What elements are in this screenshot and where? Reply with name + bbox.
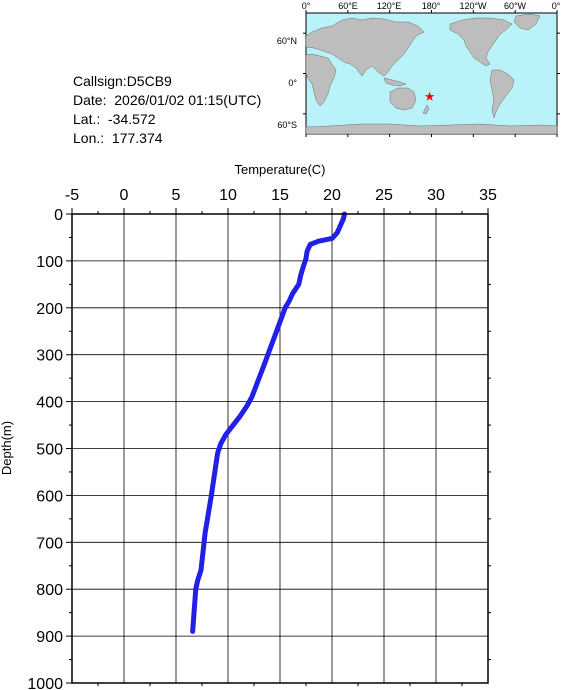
x-tick-label: 0: [120, 187, 129, 204]
map-lon-label: 0°: [302, 1, 311, 11]
land-indonesia: [383, 77, 407, 87]
land-north-america: [449, 17, 513, 67]
land-eurasia: [305, 17, 425, 77]
map-lon-label: 60°E: [338, 1, 358, 11]
x-tick-label: 30: [427, 187, 445, 204]
map-land: [305, 13, 558, 135]
x-tick-label: 25: [375, 187, 393, 204]
x-tick-label: 10: [219, 187, 237, 204]
map-lat-label: 60°N: [277, 36, 297, 46]
map-lat-label: 60°S: [277, 120, 297, 130]
land-australia: [389, 87, 417, 111]
latitude-text: Lat.: -34.572: [73, 111, 156, 127]
y-tick-label: 500: [36, 442, 63, 459]
location-star-marker: [424, 91, 435, 101]
map-lon-label: 120°W: [459, 1, 487, 11]
x-tick-label: 15: [271, 187, 289, 204]
map-lat-label: 0°: [288, 78, 297, 88]
land-greenland: [513, 13, 541, 31]
y-tick-label: 1000: [27, 676, 63, 690]
x-tick-label: -5: [65, 187, 79, 204]
land-south-america: [489, 69, 515, 119]
temperature-profile-line: [190, 211, 347, 634]
y-tick-label: 800: [36, 582, 63, 599]
y-tick-label: 400: [36, 395, 63, 412]
date-text: Date: 2026/01/02 01:15(UTC): [73, 92, 262, 108]
y-tick-label: 200: [36, 301, 63, 318]
x-tick-label: 35: [479, 187, 497, 204]
map-lon-label: 180°: [422, 1, 441, 11]
y-tick-label: 700: [36, 535, 63, 552]
y-tick-labels: 0 100 200 300 400 500 600 700 800 900 1000: [27, 207, 63, 690]
y-tick-label: 300: [36, 348, 63, 365]
x-axis-title: Temperature(C): [234, 162, 325, 177]
temperature-depth-chart: -5 0 5 10 15 20 25 30 35 01002003004005006007008…: [0, 162, 497, 690]
longitude-text: Lon.: 177.374: [73, 130, 163, 146]
y-axis-title: Depth(m): [0, 421, 14, 475]
land-new-zealand: [422, 104, 430, 115]
map-lon-label: 120°E: [377, 1, 402, 11]
land-antarctica: [305, 123, 558, 135]
y-tick-label: 0: [54, 207, 63, 224]
map-ticks: [303, 10, 560, 137]
y-tick-label: 600: [36, 488, 63, 505]
x-tick-label: 20: [323, 187, 341, 204]
y-tick-label: 900: [36, 629, 63, 646]
map-lon-label: 0°: [552, 1, 561, 11]
callsign-text: Callsign:D5CB9: [73, 73, 172, 89]
plot-border: [71, 213, 489, 684]
x-tick-labels: -5 0 5 10 15 20 25 30 35: [65, 187, 497, 204]
y-tick-label: 100: [36, 254, 63, 271]
x-tick-label: 5: [172, 187, 181, 204]
station-info: Callsign:D5CB9 Date: 2026/01/02 01:15(UT…: [73, 72, 261, 148]
map-lon-label: 60°W: [504, 1, 527, 11]
land-africa: [305, 53, 337, 107]
world-map: 0° 60°E 120°E 180° 120°W 60°W 0° 60°N 0°…: [277, 1, 561, 137]
